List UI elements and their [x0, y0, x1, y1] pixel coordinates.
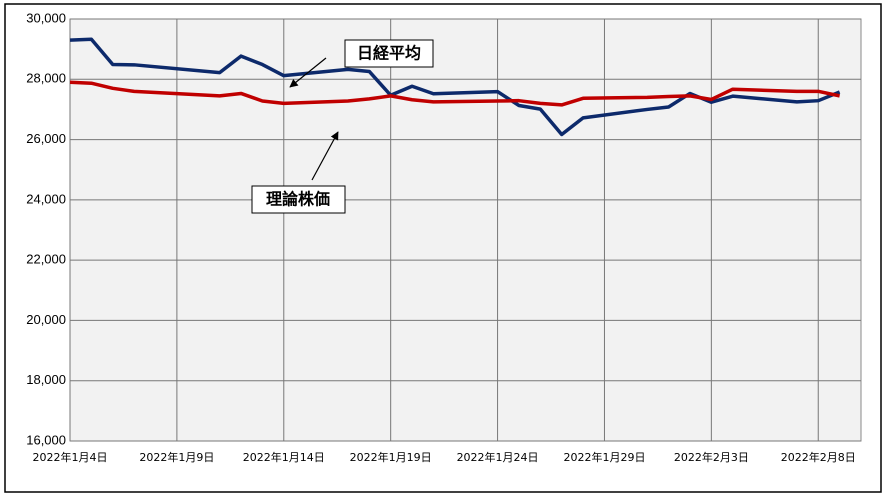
x-tick-label: 2022年1月14日: [243, 450, 325, 464]
annotation-box: [344, 39, 434, 68]
x-tick-label: 2022年1月9日: [139, 450, 214, 464]
arrow: [311, 131, 339, 181]
x-tick-label: 2022年1月19日: [350, 450, 432, 464]
series-line: [69, 80, 840, 107]
annotation: 理論株価: [266, 190, 330, 209]
arrow: [289, 57, 327, 88]
x-tick-label: 2022年1月24日: [457, 450, 539, 464]
x-tick-label: 2022年2月3日: [674, 450, 749, 464]
x-tick-label: 2022年1月29日: [563, 450, 645, 464]
y-tick-label: 16,000: [26, 432, 66, 447]
annotation-box: [251, 185, 346, 214]
y-tick-label: 28,000: [26, 71, 66, 86]
series-line: [69, 37, 841, 137]
annotation: 日経平均: [357, 44, 421, 63]
x-tick-label: 2022年1月4日: [33, 450, 108, 464]
y-tick-label: 20,000: [26, 312, 66, 327]
y-tick-label: 30,000: [26, 10, 66, 25]
x-tick-label: 2022年2月8日: [781, 450, 856, 464]
y-tick-label: 22,000: [26, 252, 66, 267]
y-tick-label: 26,000: [26, 131, 66, 146]
y-tick-label: 18,000: [26, 372, 66, 387]
y-tick-label: 24,000: [26, 191, 66, 206]
plot-area: [69, 18, 862, 442]
